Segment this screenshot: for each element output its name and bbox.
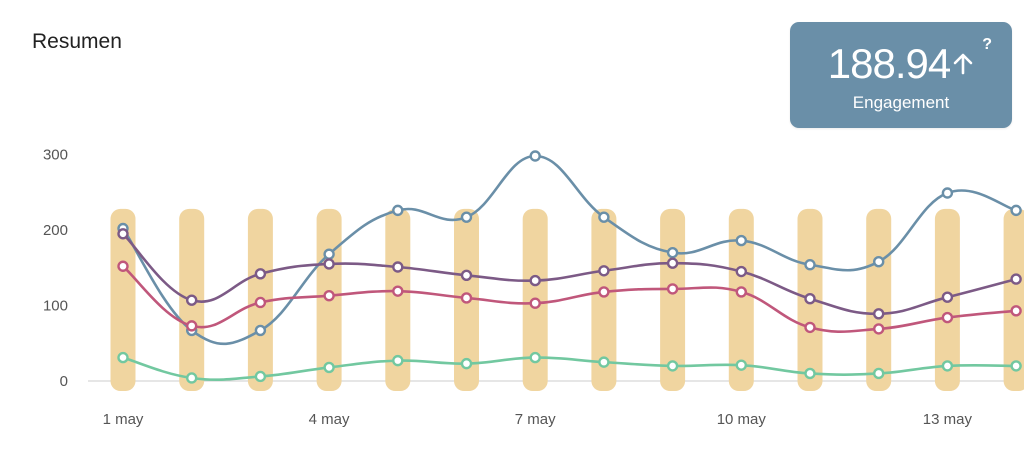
x-tick-label: 1 may	[103, 411, 144, 428]
x-tick-label: 13 may	[923, 411, 973, 428]
series-4-point[interactable]	[598, 356, 610, 368]
series-1-point[interactable]	[529, 150, 541, 162]
series-1-point[interactable]	[666, 246, 679, 259]
series-1-point[interactable]	[323, 248, 335, 260]
series-2-point[interactable]	[941, 291, 954, 303]
bar-8-may	[591, 208, 617, 391]
series-2-point[interactable]	[254, 268, 267, 280]
bar-5-may	[385, 208, 411, 391]
series-2-point[interactable]	[1010, 273, 1022, 285]
y-tick-label: 200	[43, 222, 68, 239]
series-1-point[interactable]	[254, 324, 267, 337]
series-2-point[interactable]	[529, 274, 541, 287]
x-tick-group: 1 may 4 may 7 may 10 may 13 may	[103, 411, 973, 428]
series-4-point[interactable]	[185, 372, 198, 384]
series-2-point[interactable]	[804, 293, 816, 305]
series-2-point[interactable]	[392, 261, 404, 273]
series-3-point[interactable]	[529, 297, 541, 309]
series-3-point[interactable]	[392, 285, 404, 297]
y-tick-group: 0 100 200 300	[43, 147, 68, 391]
series-3-point[interactable]	[254, 296, 267, 309]
series-3-point[interactable]	[941, 311, 954, 324]
y-tick-label: 300	[43, 147, 68, 164]
bar-10-may	[728, 208, 754, 391]
kpi-label: Engagement	[852, 93, 950, 112]
kpi-value-row: 188.94	[790, 40, 1012, 88]
series-2-point[interactable]	[598, 265, 610, 277]
point-group	[117, 150, 1022, 384]
help-icon[interactable]: ?	[982, 36, 992, 53]
series-1-point[interactable]	[1010, 204, 1022, 217]
series-3-point[interactable]	[598, 286, 610, 298]
bar-12-may	[866, 208, 892, 391]
series-1-point[interactable]	[460, 211, 473, 223]
series-4-point[interactable]	[392, 354, 404, 367]
y-tick-label: 100	[43, 298, 68, 315]
up-arrow-icon	[953, 53, 973, 75]
series-1-point[interactable]	[735, 234, 747, 247]
series-4-point[interactable]	[1010, 360, 1022, 372]
series-4-point[interactable]	[735, 359, 747, 371]
series-4-point[interactable]	[117, 351, 129, 364]
series-4-point[interactable]	[804, 367, 816, 380]
series-4-point[interactable]	[941, 360, 954, 372]
series-3-point[interactable]	[735, 286, 747, 298]
page-title: Resumen	[32, 30, 122, 53]
series-2-point[interactable]	[735, 265, 747, 278]
series-2-point[interactable]	[185, 294, 198, 306]
y-tick-label: 0	[60, 373, 68, 390]
series-3-point[interactable]	[185, 320, 198, 332]
series-3-point[interactable]	[804, 321, 816, 334]
series-4-point[interactable]	[873, 367, 885, 380]
series-1-point[interactable]	[873, 256, 885, 268]
engagement-kpi-card: 188.94 ? Engagement	[790, 22, 1012, 128]
series-2-point[interactable]	[323, 258, 335, 270]
series-4-point[interactable]	[254, 370, 267, 383]
series-3-point[interactable]	[1010, 305, 1022, 317]
series-3-point[interactable]	[323, 289, 335, 302]
bar-14-may	[1003, 208, 1024, 391]
series-4-point[interactable]	[666, 360, 679, 372]
series-4-point[interactable]	[460, 357, 473, 370]
series-2-point[interactable]	[873, 308, 885, 320]
kpi-value: 188.94	[827, 40, 951, 87]
x-tick-label: 10 may	[717, 411, 767, 428]
x-tick-label: 4 may	[309, 411, 350, 428]
series-4-point[interactable]	[529, 351, 541, 364]
series-3-point[interactable]	[460, 292, 473, 304]
series-3-point[interactable]	[873, 323, 885, 335]
series-3-point[interactable]	[117, 260, 129, 272]
series-2-point[interactable]	[117, 228, 129, 240]
series-2-point[interactable]	[460, 269, 473, 281]
series-1-point[interactable]	[941, 187, 954, 199]
series-line-4	[122, 356, 1017, 382]
series-1-point[interactable]	[804, 259, 816, 271]
series-1-point[interactable]	[598, 211, 610, 223]
bar-1-may	[110, 208, 136, 391]
series-1-point[interactable]	[392, 204, 404, 217]
series-2-point[interactable]	[666, 257, 679, 269]
x-tick-label: 7 may	[515, 411, 556, 428]
series-3-point[interactable]	[666, 283, 679, 295]
series-4-point[interactable]	[323, 361, 335, 374]
